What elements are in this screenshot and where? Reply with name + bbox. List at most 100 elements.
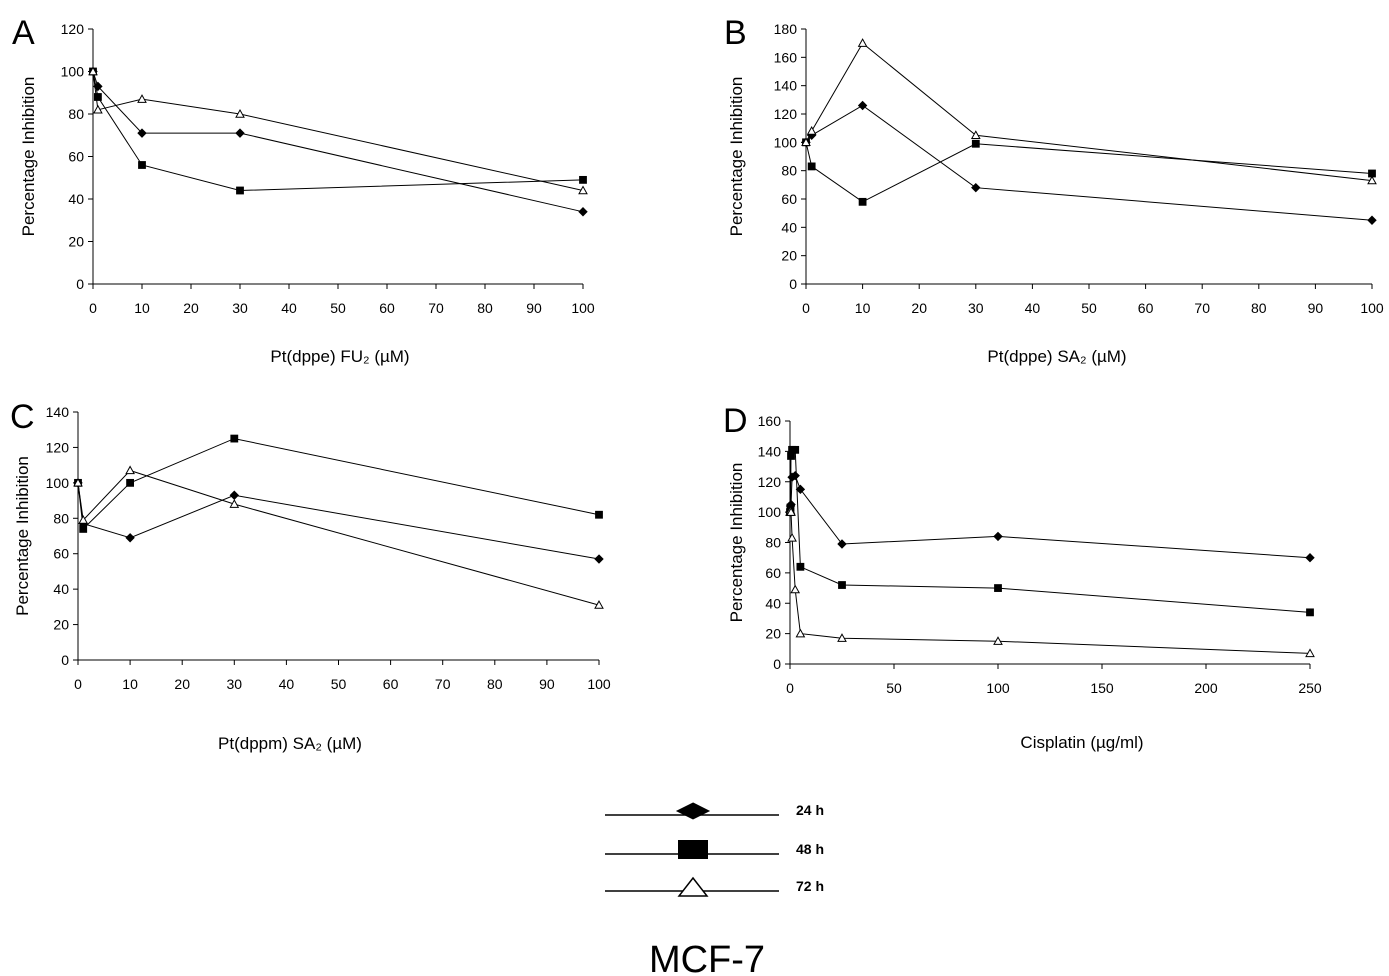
y-tick-label: 120 [46, 439, 70, 455]
x-tick-label: 10 [122, 676, 138, 692]
x-tick-label: 10 [855, 300, 871, 316]
data-point-24h [229, 490, 240, 500]
y-axis-label: Percentage Inhibition [19, 77, 38, 237]
y-tick-label: 20 [68, 234, 84, 250]
series-line-24h [77, 482, 600, 560]
data-point-72h [73, 477, 83, 487]
legend-item: 72 h [605, 876, 824, 897]
x-tick-label: 60 [1138, 300, 1154, 316]
y-tick-label: 100 [774, 134, 798, 150]
y-tick-label: 40 [68, 191, 84, 207]
x-tick-label: 30 [227, 676, 243, 692]
x-tick-label: 100 [587, 676, 611, 692]
x-tick-label: 0 [802, 300, 810, 316]
x-tick-label: 70 [435, 676, 451, 692]
y-tick-label: 160 [774, 49, 798, 65]
y-tick-label: 20 [765, 626, 781, 642]
y-tick-label: 0 [76, 276, 84, 292]
x-tick-label: 50 [886, 680, 902, 696]
x-tick-label: 50 [331, 676, 347, 692]
x-tick-label: 70 [428, 300, 444, 316]
y-tick-label: 40 [765, 595, 781, 611]
x-tick-label: 0 [74, 676, 82, 692]
panel-letter: D [723, 402, 748, 440]
panel-c: C 0 20 40 60 80 100 120 140 0 10 20 30 40 50 60 70 80 90 10… [10, 398, 611, 753]
x-tick-label: 40 [279, 676, 295, 692]
data-point-48h [595, 510, 603, 519]
data-point-48h [79, 525, 88, 533]
x-tick-label: 250 [1298, 680, 1322, 696]
x-tick-label: 20 [174, 676, 190, 692]
data-point-24h [837, 539, 847, 549]
x-tick-label: 40 [1025, 300, 1041, 316]
legend-label: 48 h [796, 841, 824, 857]
data-point-48h [791, 445, 800, 454]
x-tick-label: 20 [911, 300, 927, 316]
x-tick-label: 80 [487, 676, 503, 692]
y-tick-label: 20 [781, 248, 797, 264]
y-axis-label: Percentage Inhibition [727, 463, 746, 623]
data-point-24h [795, 484, 806, 495]
data-point-24h [790, 470, 800, 481]
series-line-72h [789, 509, 1311, 654]
legend: 24 h 48 h 72 h [605, 802, 824, 897]
x-tick-label: 40 [281, 300, 297, 316]
series-line-72h [805, 42, 1373, 182]
x-axis-label: Pt(dppm) SA₂ (µM) [218, 734, 362, 753]
x-tick-label: 200 [1194, 680, 1218, 696]
x-tick-label: 20 [183, 300, 199, 316]
data-point-72h [594, 600, 604, 609]
x-tick-label: 80 [477, 300, 493, 316]
x-tick-label: 10 [134, 300, 150, 316]
legend-marker-diamond [675, 802, 711, 820]
data-point-72h [786, 507, 796, 516]
data-point-48h [838, 581, 846, 589]
series-line-48h [92, 71, 584, 192]
y-tick-label: 80 [765, 535, 781, 551]
data-point-48h [807, 162, 816, 171]
x-tick-label: 50 [1081, 300, 1097, 316]
data-point-72h [795, 628, 806, 638]
x-tick-label: 100 [986, 680, 1010, 696]
series-line-48h [789, 449, 1311, 613]
series-line-48h [77, 438, 600, 530]
x-tick-label: 90 [1308, 300, 1324, 316]
y-tick-label: 60 [68, 149, 84, 165]
data-point-48h [1306, 608, 1314, 617]
x-tick-label: 90 [526, 300, 542, 316]
data-point-24h [993, 531, 1003, 542]
data-point-24h [578, 207, 588, 217]
legend-item: 24 h [605, 802, 824, 820]
panel-b: B 0 20 40 60 80 100 120 140 160 180 0 10 20 30 40 50 60 70… [724, 14, 1384, 366]
x-tick-label: 90 [539, 676, 555, 692]
data-point-72h [137, 94, 147, 103]
series-line-48h [805, 142, 1373, 203]
data-point-72h [993, 636, 1003, 645]
y-tick-label: 100 [46, 475, 70, 491]
x-tick-label: 100 [1360, 300, 1384, 316]
data-point-72h [790, 584, 801, 594]
y-tick-label: 100 [758, 504, 782, 520]
data-point-24h [594, 554, 604, 564]
legend-marker-square [678, 840, 708, 859]
data-point-48h [579, 175, 587, 184]
data-point-72h [801, 137, 811, 147]
panel-d: D 0 20 40 60 80 100 120 140 160 0 50 100 150 200 250 Per… [723, 402, 1322, 752]
data-point-24h [235, 128, 245, 138]
y-tick-label: 40 [53, 581, 69, 597]
data-point-24h [971, 182, 981, 193]
data-point-24h [1305, 552, 1315, 563]
data-point-72h [787, 532, 797, 542]
y-axis-label: Percentage Inhibition [13, 456, 32, 616]
data-point-72h [857, 38, 868, 47]
data-point-72h [229, 499, 240, 508]
y-tick-label: 60 [765, 565, 781, 581]
x-axis-label: Pt(dppe) SA₂ (µM) [987, 347, 1126, 366]
data-point-48h [796, 562, 805, 571]
data-point-48h [858, 197, 867, 206]
data-point-72h [1305, 648, 1315, 658]
data-point-24h [1367, 215, 1377, 225]
series-line-24h [789, 475, 1311, 559]
y-tick-label: 120 [758, 474, 782, 490]
